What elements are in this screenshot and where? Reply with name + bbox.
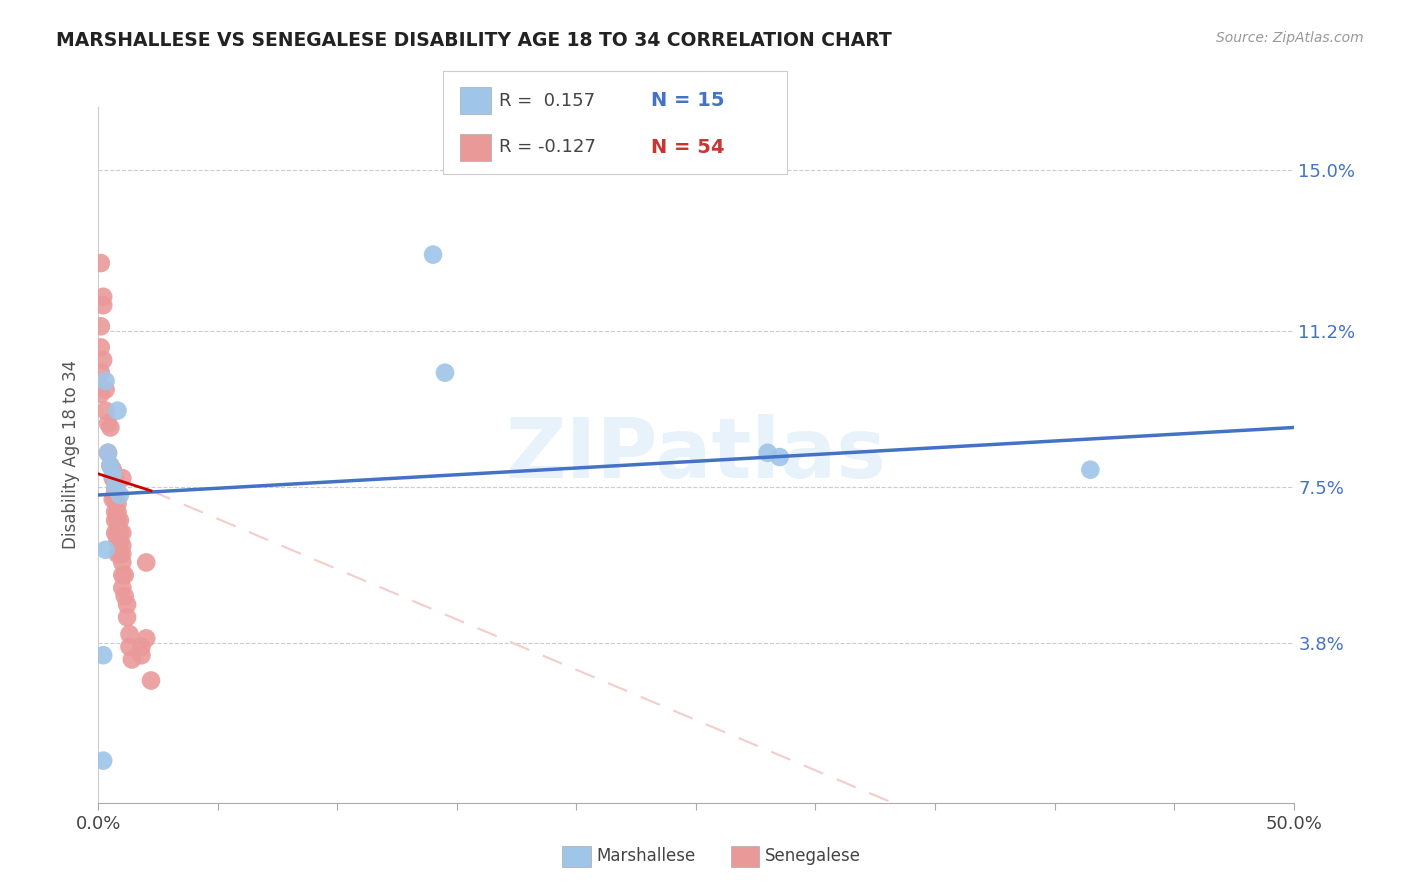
Point bbox=[91, 353, 114, 368]
Point bbox=[139, 673, 162, 688]
Point bbox=[104, 471, 127, 485]
Point bbox=[108, 547, 131, 561]
Point bbox=[135, 632, 157, 646]
Point bbox=[111, 568, 134, 582]
Text: ZIPatlas: ZIPatlas bbox=[506, 415, 886, 495]
Point bbox=[90, 256, 112, 270]
Point bbox=[107, 530, 129, 544]
Point bbox=[131, 648, 153, 663]
Point bbox=[111, 525, 134, 540]
Point bbox=[107, 496, 129, 510]
Text: N = 54: N = 54 bbox=[651, 137, 724, 157]
Point bbox=[115, 610, 138, 624]
Point bbox=[101, 492, 124, 507]
Point bbox=[118, 627, 141, 641]
Point bbox=[107, 525, 129, 540]
Point bbox=[97, 446, 120, 460]
Point bbox=[768, 450, 790, 464]
Point bbox=[94, 542, 117, 557]
Point bbox=[90, 386, 112, 401]
Point bbox=[111, 556, 134, 570]
Point bbox=[98, 458, 122, 473]
Y-axis label: Disability Age 18 to 34: Disability Age 18 to 34 bbox=[62, 360, 80, 549]
Point bbox=[104, 505, 127, 519]
Text: MARSHALLESE VS SENEGALESE DISABILITY AGE 18 TO 34 CORRELATION CHART: MARSHALLESE VS SENEGALESE DISABILITY AGE… bbox=[56, 31, 891, 50]
Point bbox=[97, 446, 120, 460]
Point bbox=[90, 366, 112, 380]
Point bbox=[91, 648, 114, 663]
Point bbox=[98, 420, 122, 434]
Point bbox=[114, 589, 136, 603]
Point bbox=[104, 513, 127, 527]
Point bbox=[433, 366, 456, 380]
Point bbox=[111, 547, 134, 561]
Point bbox=[108, 525, 131, 540]
Text: R = -0.127: R = -0.127 bbox=[499, 138, 596, 156]
Point bbox=[91, 298, 114, 312]
Point bbox=[104, 483, 127, 498]
Point bbox=[104, 492, 127, 507]
Point bbox=[111, 539, 134, 553]
Point bbox=[97, 417, 120, 431]
Point bbox=[108, 534, 131, 549]
Point bbox=[104, 525, 127, 540]
Point bbox=[107, 403, 129, 417]
Point bbox=[1080, 463, 1102, 477]
Point bbox=[121, 652, 143, 666]
Point bbox=[94, 403, 117, 417]
Point bbox=[111, 581, 134, 595]
Point bbox=[135, 556, 157, 570]
Point bbox=[111, 471, 134, 485]
Point bbox=[104, 475, 127, 490]
Point bbox=[91, 290, 114, 304]
Text: Marshallese: Marshallese bbox=[596, 847, 696, 865]
Point bbox=[118, 640, 141, 654]
Point bbox=[114, 568, 136, 582]
Point bbox=[107, 513, 129, 527]
Point bbox=[756, 446, 779, 460]
Point bbox=[108, 488, 131, 502]
Point bbox=[115, 598, 138, 612]
Point bbox=[107, 547, 129, 561]
Text: N = 15: N = 15 bbox=[651, 91, 724, 111]
Point bbox=[422, 247, 444, 261]
Point bbox=[101, 471, 124, 485]
Point bbox=[94, 374, 117, 388]
Point bbox=[90, 319, 112, 334]
Point bbox=[94, 383, 117, 397]
Point bbox=[108, 513, 131, 527]
Point bbox=[91, 754, 114, 768]
Point bbox=[104, 479, 127, 493]
Text: R =  0.157: R = 0.157 bbox=[499, 92, 595, 110]
Point bbox=[98, 458, 122, 473]
Text: Senegalese: Senegalese bbox=[765, 847, 860, 865]
Point bbox=[101, 467, 124, 481]
Point bbox=[90, 340, 112, 354]
Point bbox=[131, 640, 153, 654]
Text: Source: ZipAtlas.com: Source: ZipAtlas.com bbox=[1216, 31, 1364, 45]
Point bbox=[101, 463, 124, 477]
Point bbox=[107, 505, 129, 519]
Point bbox=[107, 534, 129, 549]
